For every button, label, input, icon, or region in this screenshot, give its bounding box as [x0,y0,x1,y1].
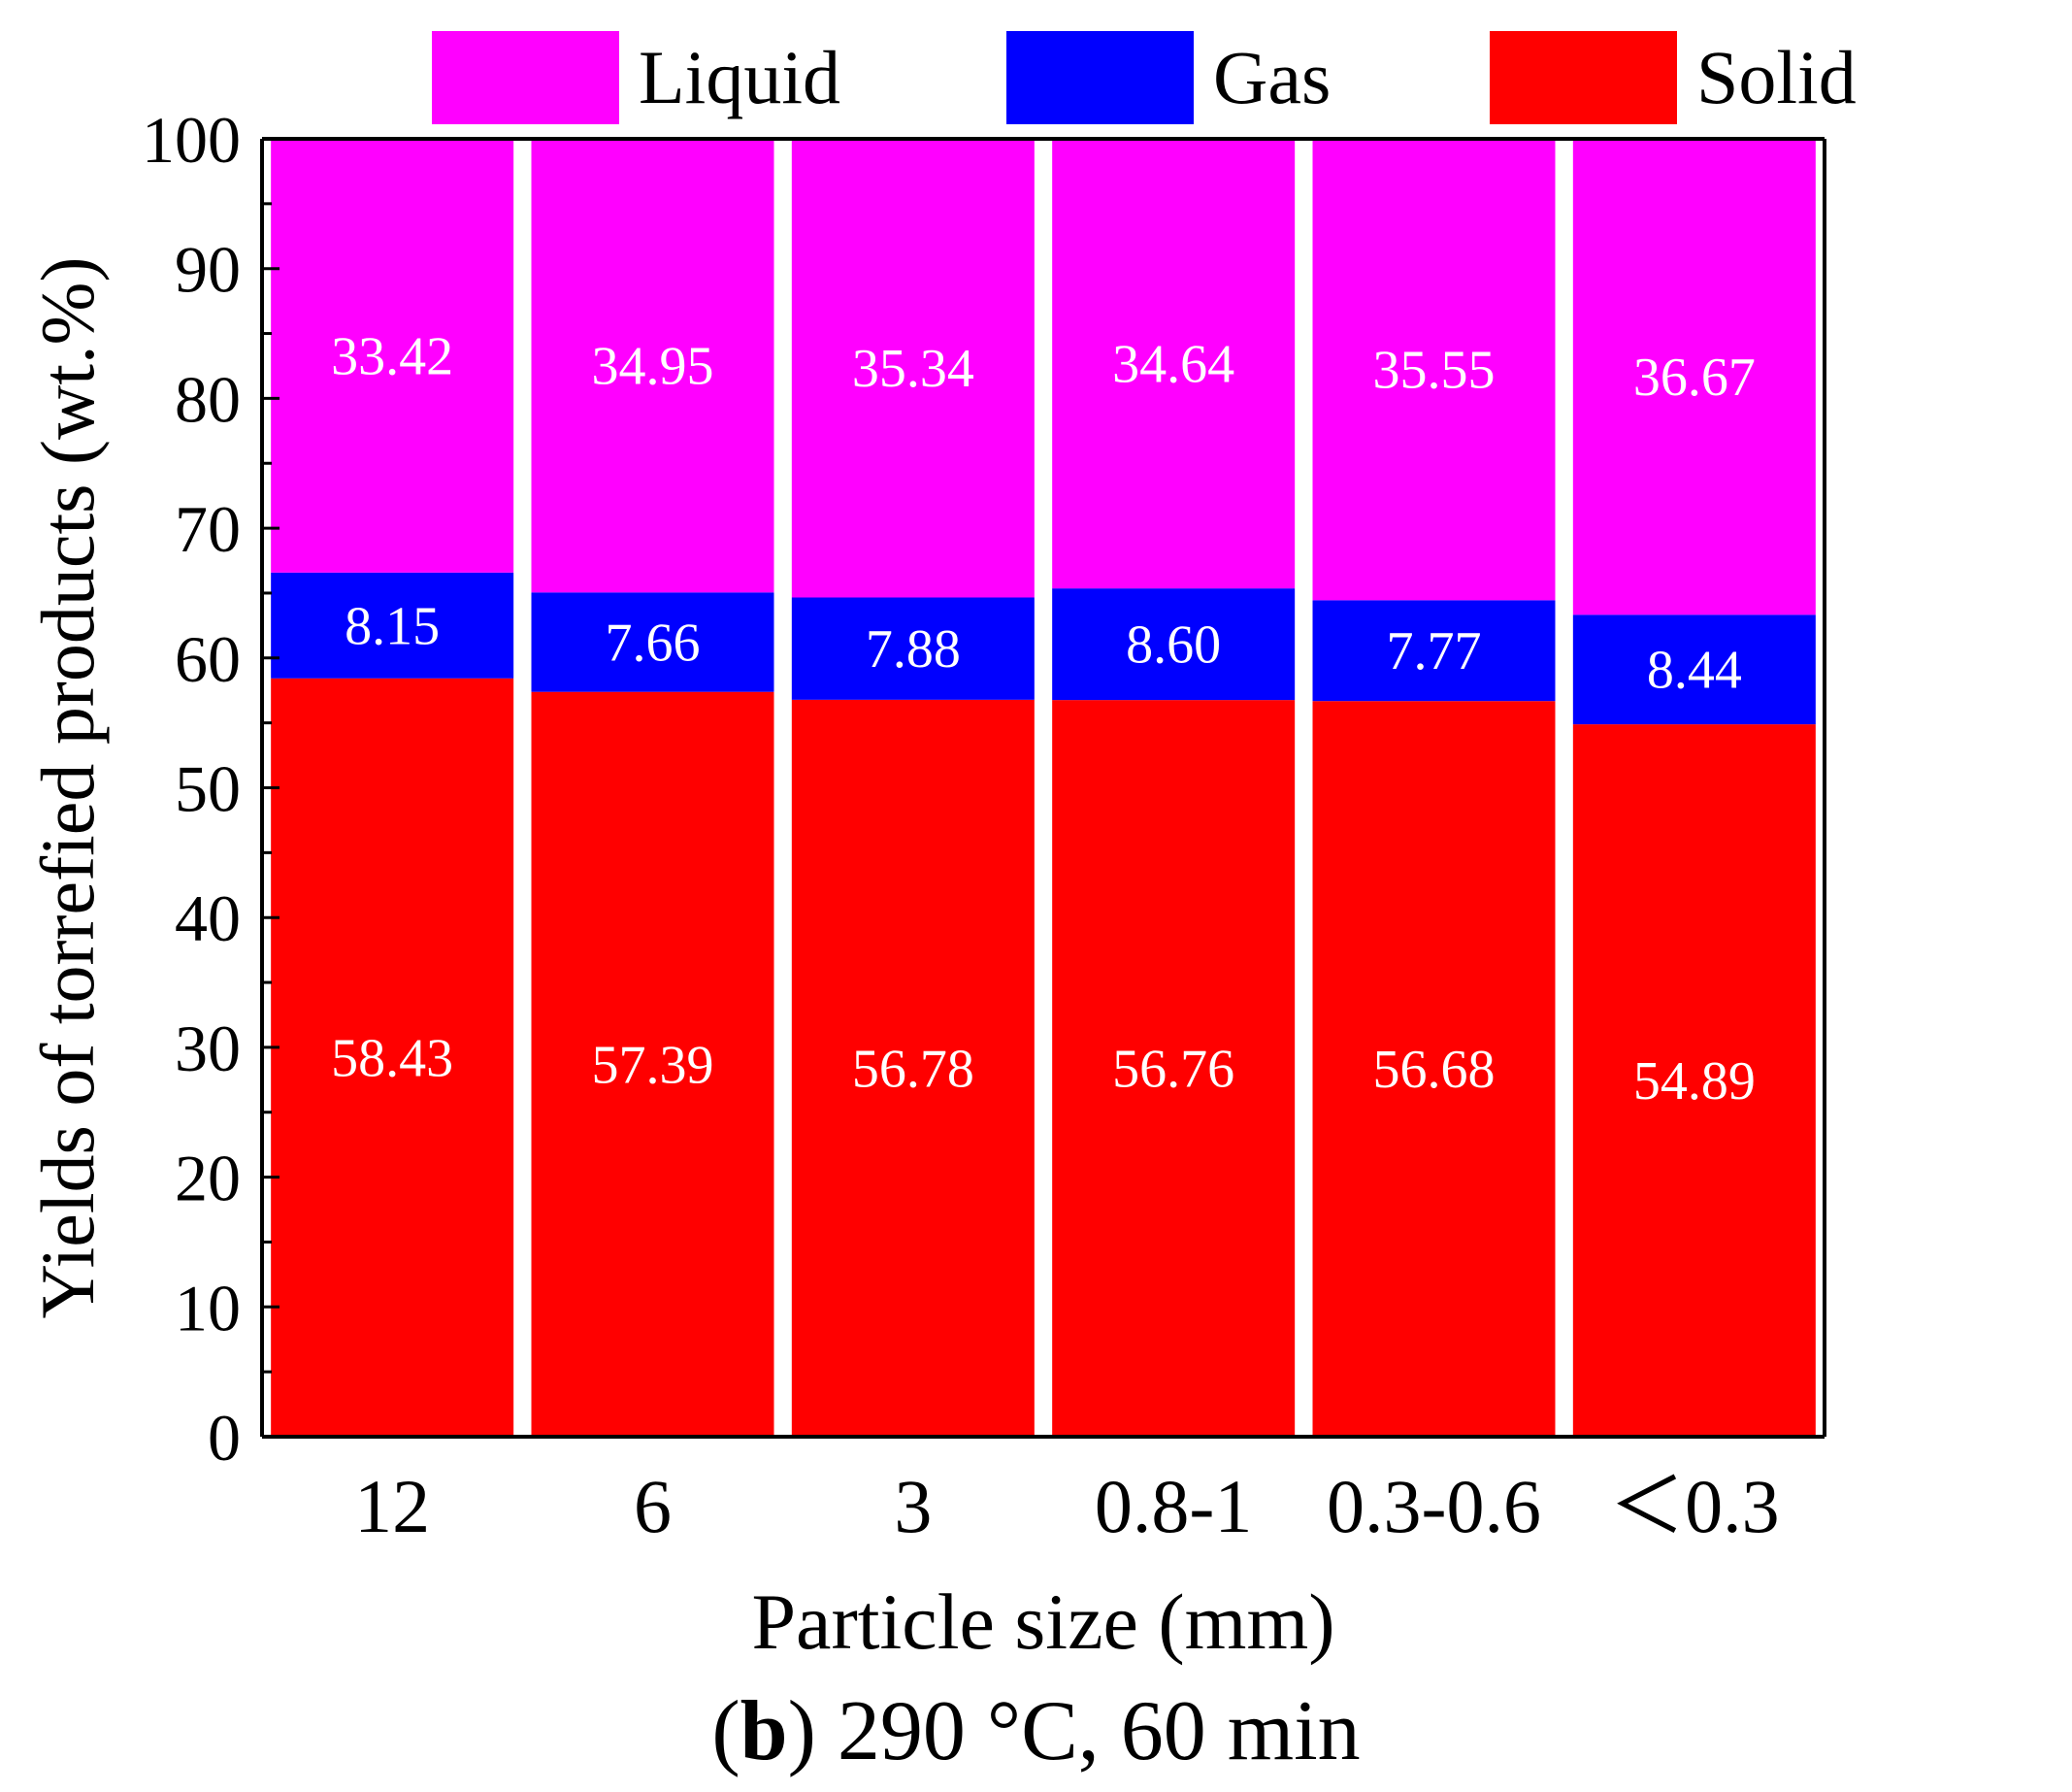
bar-liquid-6 [1572,139,1816,615]
axes-layer: 0 10 20 30 40 50 60 70 80 90 100 12 6 3 0.8-1 0.3-0.6 ＜0… [25,103,1826,1666]
x-tick-label-3: 3 [894,1464,932,1548]
legend-swatch-gas [1006,31,1194,124]
y-tick-label: 0 [208,1401,241,1475]
legend-swatch-solid [1490,31,1677,124]
bar-solid-6 [1572,724,1816,1437]
legend-swatch-liquid [432,31,619,124]
bar-solid-2 [531,691,774,1437]
caption-panel-letter: b [740,1684,788,1778]
y-tick-label: 80 [175,362,241,436]
y-tick-label: 30 [175,1012,241,1085]
bar-liquid-1 [271,139,514,573]
legend-label-gas: Gas [1213,35,1331,119]
caption-text: ) 290 °C, 60 min [787,1684,1361,1778]
legend: Liquid Gas Solid [432,31,1857,124]
data-label-gas-1: 8.15 [345,596,440,656]
data-label-solid-1: 58.43 [331,1028,453,1088]
bar-solid-3 [791,699,1035,1437]
bar-solid-4 [1052,700,1296,1437]
x-tick-label-1: 12 [354,1464,430,1548]
data-label-liquid-4: 34.64 [1112,335,1234,395]
data-labels-layer: 58.43 8.15 33.42 57.39 7.66 34.95 56.78 7.88 35.… [331,326,1756,1112]
data-label-liquid-1: 33.42 [331,326,453,386]
y-axis-title: Yields of torrefied products (wt.%) [25,257,110,1319]
y-tick-label: 100 [142,103,241,177]
y-tick-label: 90 [175,233,241,307]
legend-label-liquid: Liquid [639,35,840,119]
bar-liquid-4 [1052,139,1296,589]
bar-gas-4 [1052,588,1296,701]
figure-caption: (b) 290 °C, 60 min [0,1689,2072,1775]
bar-gas-1 [271,572,514,679]
x-axis-title: Particle size (mm) [751,1577,1334,1666]
y-tick-label: 10 [175,1271,241,1344]
bar-liquid-5 [1312,139,1556,601]
bar-gas-6 [1572,614,1816,725]
data-label-gas-2: 7.66 [606,613,701,673]
data-label-gas-4: 8.60 [1126,615,1221,676]
y-tick-label: 40 [175,881,241,955]
bar-solid-1 [271,678,514,1437]
y-tick-label: 70 [175,492,241,566]
bar-gas-5 [1312,600,1556,702]
y-tick-label: 20 [175,1142,241,1215]
x-tick-label-4: 0.8-1 [1095,1464,1252,1548]
data-label-liquid-5: 35.55 [1373,341,1496,401]
data-label-liquid-2: 34.95 [592,337,714,397]
x-tick-label-6: ＜0.3 [1609,1464,1780,1548]
bar-solid-5 [1312,701,1556,1437]
legend-label-solid: Solid [1696,35,1857,119]
data-label-solid-4: 56.76 [1112,1040,1234,1100]
x-tick-label-5: 0.3-0.6 [1327,1464,1541,1548]
data-label-solid-6: 54.89 [1633,1051,1756,1112]
data-label-gas-6: 8.44 [1647,641,1742,701]
bar-gas-3 [791,597,1035,700]
bar-liquid-2 [531,139,774,593]
bar-liquid-3 [791,139,1035,598]
bars-layer [271,139,1816,1437]
bar-gas-2 [531,592,774,692]
data-label-solid-3: 56.78 [852,1039,974,1099]
data-label-solid-5: 56.68 [1373,1040,1496,1100]
data-label-liquid-3: 35.34 [852,339,974,399]
data-label-gas-3: 7.88 [866,619,961,680]
data-label-solid-2: 57.39 [592,1035,714,1095]
x-tick-label-2: 6 [634,1464,672,1548]
data-label-gas-5: 7.77 [1387,621,1482,681]
y-tick-label: 50 [175,752,241,826]
y-tick-label: 60 [175,622,241,696]
caption-open-paren: ( [711,1684,740,1778]
data-label-liquid-6: 36.67 [1633,348,1756,408]
